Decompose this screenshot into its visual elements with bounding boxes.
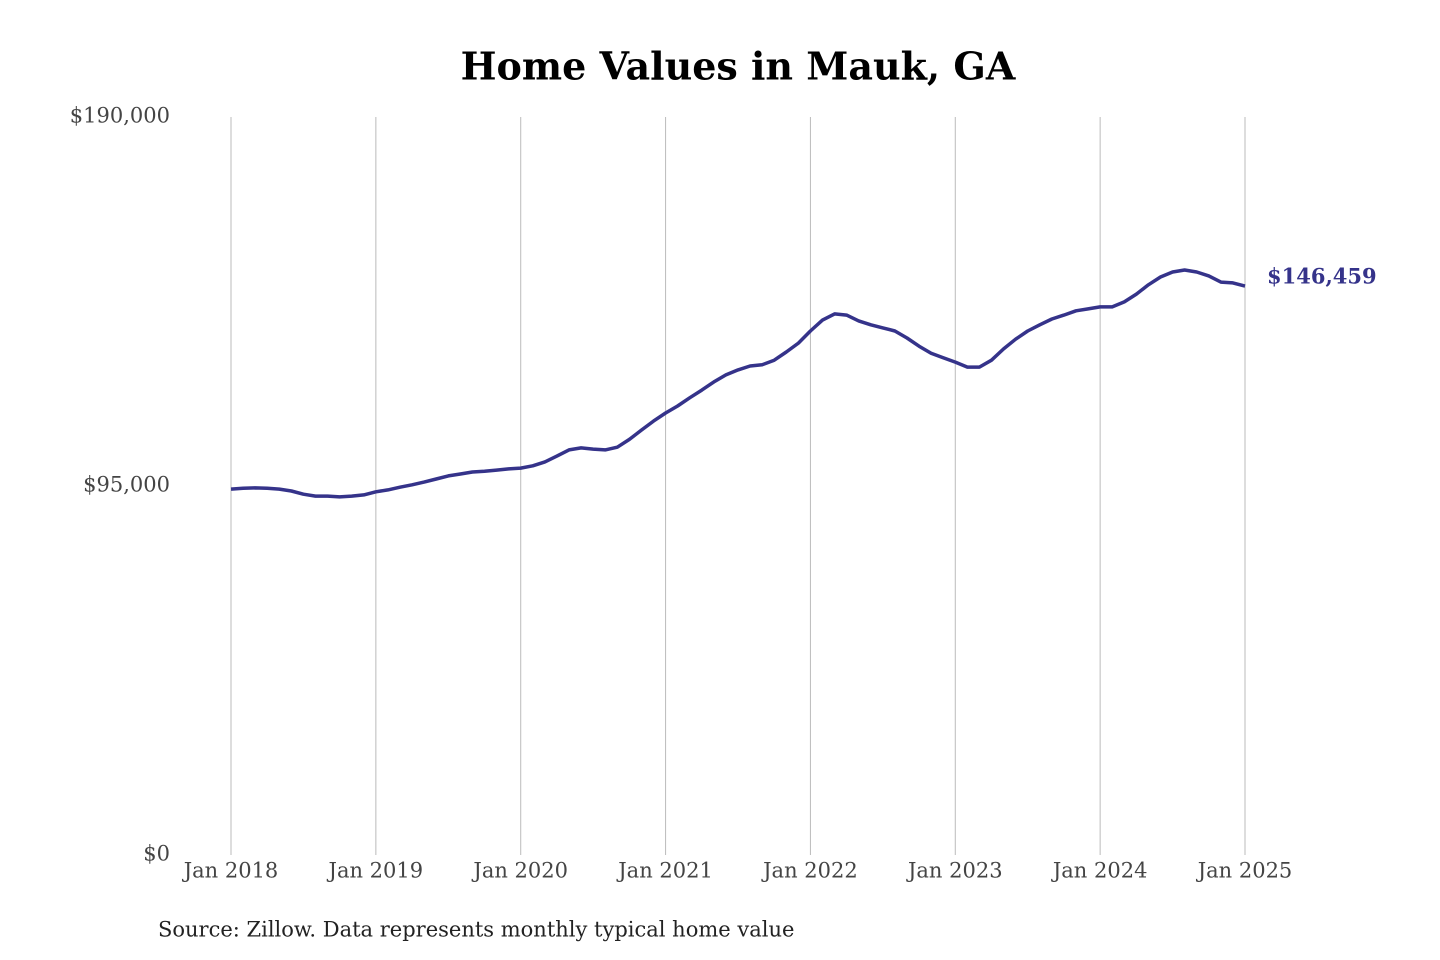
x-tick-label: Jan 2022: [761, 859, 858, 883]
x-tick-label: Jan 2019: [327, 859, 424, 883]
x-tick-label: Jan 2025: [1196, 859, 1293, 883]
line: [230, 268, 1246, 499]
source-note: Source: Zillow. Data represents monthly …: [158, 918, 794, 942]
x-tick-label: Jan 2023: [906, 859, 1003, 883]
x-tick-label: Jan 2018: [182, 859, 279, 883]
x-tick-label: Jan 2021: [616, 859, 713, 883]
y-tick-label: $0: [143, 842, 170, 866]
x-tick-label: Jan 2024: [1051, 859, 1148, 883]
x-tick-label: Jan 2020: [471, 859, 568, 883]
y-tick-label: $190,000: [70, 104, 170, 128]
chart-title: Home Values in Mauk, GA: [461, 44, 1016, 89]
y-tick-label: $95,000: [83, 473, 170, 497]
value-label: $146,459: [1267, 264, 1377, 289]
